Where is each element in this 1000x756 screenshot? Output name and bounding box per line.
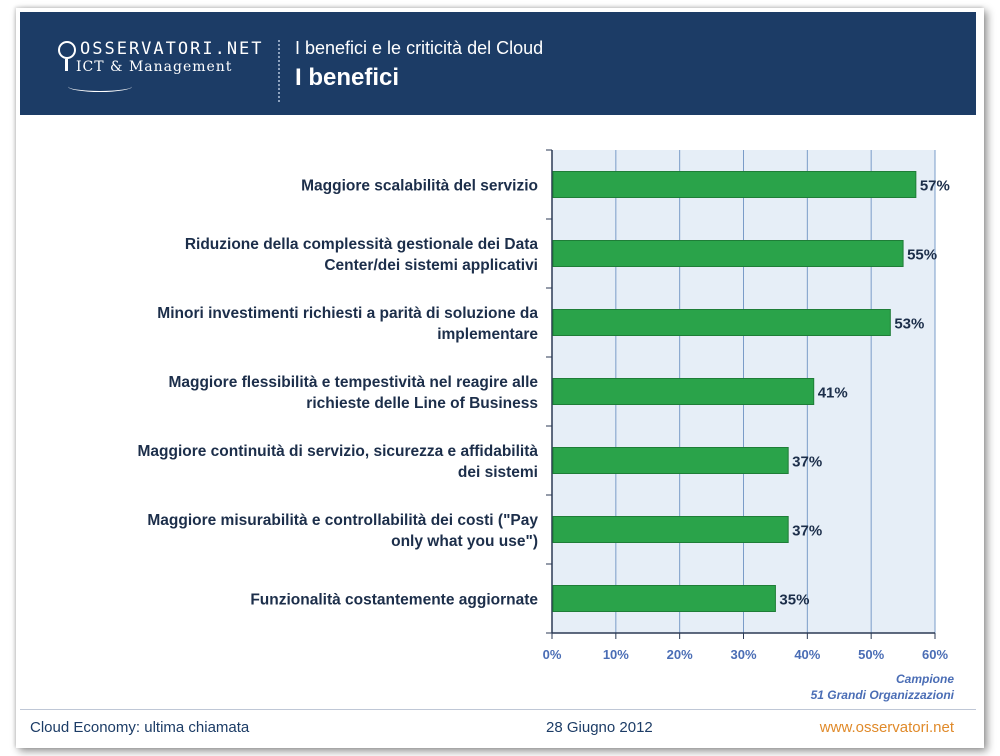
category-label-line: Funzionalità costantemente aggiornate [250, 592, 538, 609]
page-title: I benefici [295, 64, 400, 91]
bar [552, 516, 789, 543]
category-label: Minori investimenti richiesti a parità d… [157, 305, 538, 343]
x-tick-label: 60% [922, 647, 948, 662]
x-tick-label: 50% [858, 647, 884, 662]
category-label-line: Minori investimenti richiesti a parità d… [157, 305, 538, 322]
footer-date: 28 Giugno 2012 [546, 719, 653, 736]
header-divider [278, 40, 280, 102]
logo-text: OSSERVATORI.NET [80, 39, 264, 59]
category-label-line: richieste delle Line of Business [306, 395, 538, 412]
category-label: Maggiore misurabilità e controllabilità … [147, 512, 538, 550]
bar-value-label: 53% [894, 316, 924, 333]
bar-value-label: 37% [792, 523, 822, 540]
category-label: Riduzione della complessità gestionale d… [185, 236, 539, 274]
category-label-line: dei sistemi [458, 464, 538, 481]
category-label-line: implementare [437, 326, 538, 343]
bar [552, 171, 917, 198]
logo-swoosh-icon [68, 81, 132, 92]
logo: OSSERVATORI.NET ICT & Management [58, 39, 262, 99]
bar [552, 240, 904, 267]
footer-website-link[interactable]: www.osservatori.net [819, 719, 954, 736]
category-label: Maggiore continuità di servizio, sicurez… [137, 443, 538, 481]
page-subtitle: I benefici e le criticità del Cloud [295, 38, 544, 58]
x-tick-label: 10% [603, 647, 629, 662]
category-label-line: Maggiore scalabilità del servizio [301, 178, 538, 195]
x-tick-label: 20% [667, 647, 693, 662]
x-tick-label: 40% [794, 647, 820, 662]
key-stem-icon [65, 59, 68, 71]
x-tick-label: 30% [730, 647, 756, 662]
footer-presentation-title: Cloud Economy: ultima chiamata [30, 719, 250, 736]
footer-divider [20, 709, 976, 710]
category-label-line: Riduzione della complessità gestionale d… [185, 236, 539, 253]
category-label-line: Maggiore misurabilità e controllabilità … [147, 512, 538, 529]
bar-value-label: 35% [779, 592, 809, 609]
logo-subtext: ICT & Management [76, 59, 233, 75]
category-label: Funzionalità costantemente aggiornate [250, 592, 538, 609]
category-label-line: Maggiore continuità di servizio, sicurez… [137, 443, 538, 460]
category-label-line: only what you use") [391, 533, 538, 550]
bar-value-label: 41% [818, 385, 848, 402]
key-icon [58, 41, 76, 59]
bar [552, 309, 891, 336]
bar-chart: 0% 10% 20% 30% 40% 50% 60% 57% Maggiore scalabil… [137, 149, 950, 662]
sample-note-line1: Campione [895, 672, 954, 686]
bar [552, 447, 789, 474]
sample-note: Campione 51 Grandi Organizzazioni [811, 671, 954, 703]
x-tick-label: 0% [543, 647, 562, 662]
bar-value-label: 55% [907, 247, 937, 264]
category-label-line: Center/dei sistemi applicativi [324, 257, 538, 274]
category-label: Maggiore flessibilità e tempestività nel… [168, 374, 538, 412]
bar-value-label: 57% [920, 178, 950, 195]
bar [552, 378, 815, 405]
bar-value-label: 37% [792, 454, 822, 471]
header-bar: OSSERVATORI.NET ICT & Management I benef… [20, 12, 976, 115]
sample-note-line2: 51 Grandi Organizzazioni [810, 688, 954, 702]
bar [552, 585, 776, 612]
category-label: Maggiore scalabilità del servizio [301, 178, 538, 195]
category-label-line: Maggiore flessibilità e tempestività nel… [168, 374, 538, 391]
slide: OSSERVATORI.NET ICT & Management I benef… [16, 8, 984, 748]
